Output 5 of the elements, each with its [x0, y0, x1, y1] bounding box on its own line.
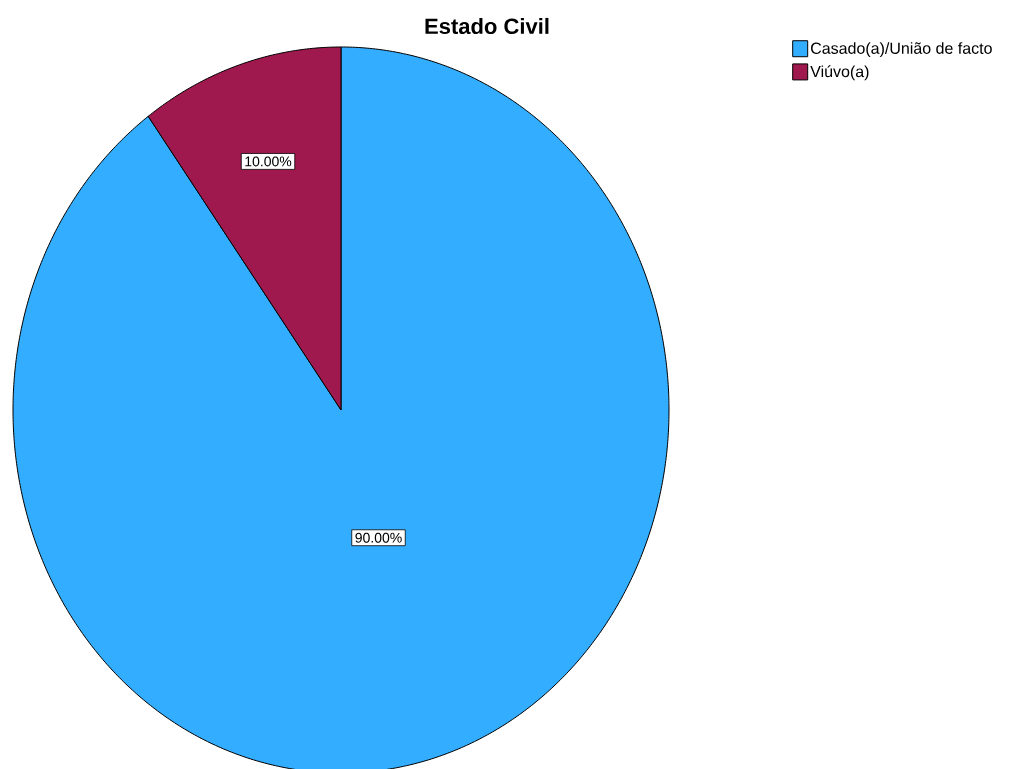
data-label: 10.00% [245, 156, 292, 167]
legend-label: Viúvo(a) [810, 65, 869, 81]
data-label: 90.00% [355, 532, 402, 543]
chart-title: Estado Civil [425, 17, 549, 35]
legend-label: Casado(a)/União de facto [811, 42, 992, 58]
